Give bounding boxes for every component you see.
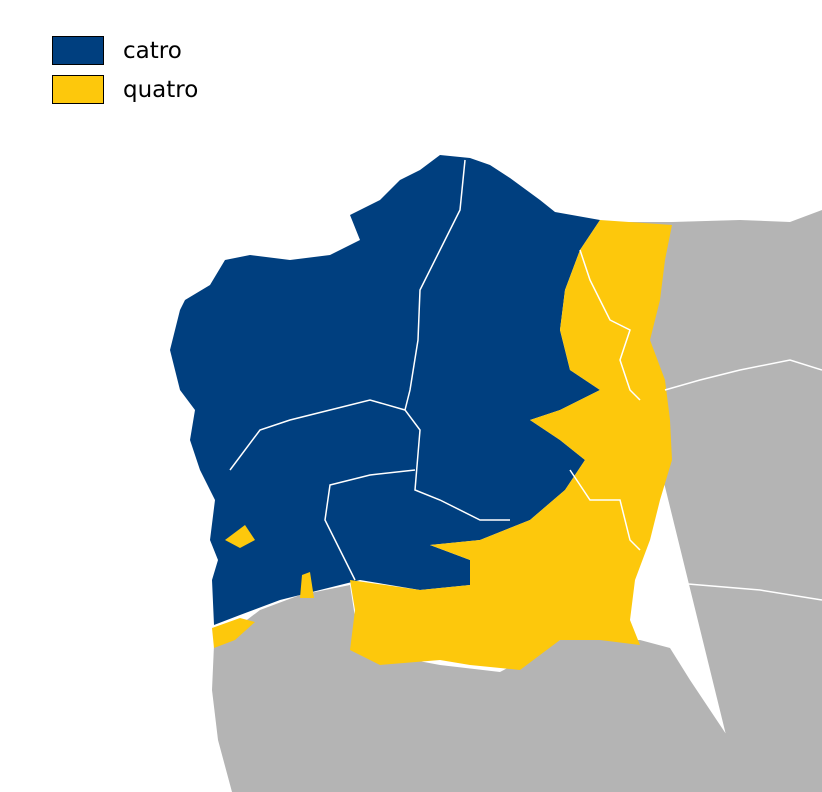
quatro-patch-inlet <box>300 572 314 598</box>
province-border <box>579 249 641 401</box>
legend: catro quatro <box>52 31 198 109</box>
province-border <box>404 159 510 521</box>
quatro-patch-south <box>212 618 255 648</box>
legend-item-quatro: quatro <box>52 70 198 109</box>
legend-label-quatro: quatro <box>123 76 199 103</box>
legend-label-catro: catro <box>123 37 182 64</box>
province-border <box>639 579 822 601</box>
quatro-region <box>350 220 672 670</box>
province-border <box>229 399 406 471</box>
legend-swatch-catro <box>52 36 104 65</box>
surrounding-land <box>212 210 822 792</box>
province-border <box>664 359 822 391</box>
legend-item-catro: catro <box>52 31 198 70</box>
province-border <box>569 469 641 551</box>
province-border <box>324 469 416 581</box>
quatro-patch-coast <box>225 525 255 548</box>
legend-swatch-quatro <box>52 75 104 104</box>
catro-region <box>170 155 600 625</box>
